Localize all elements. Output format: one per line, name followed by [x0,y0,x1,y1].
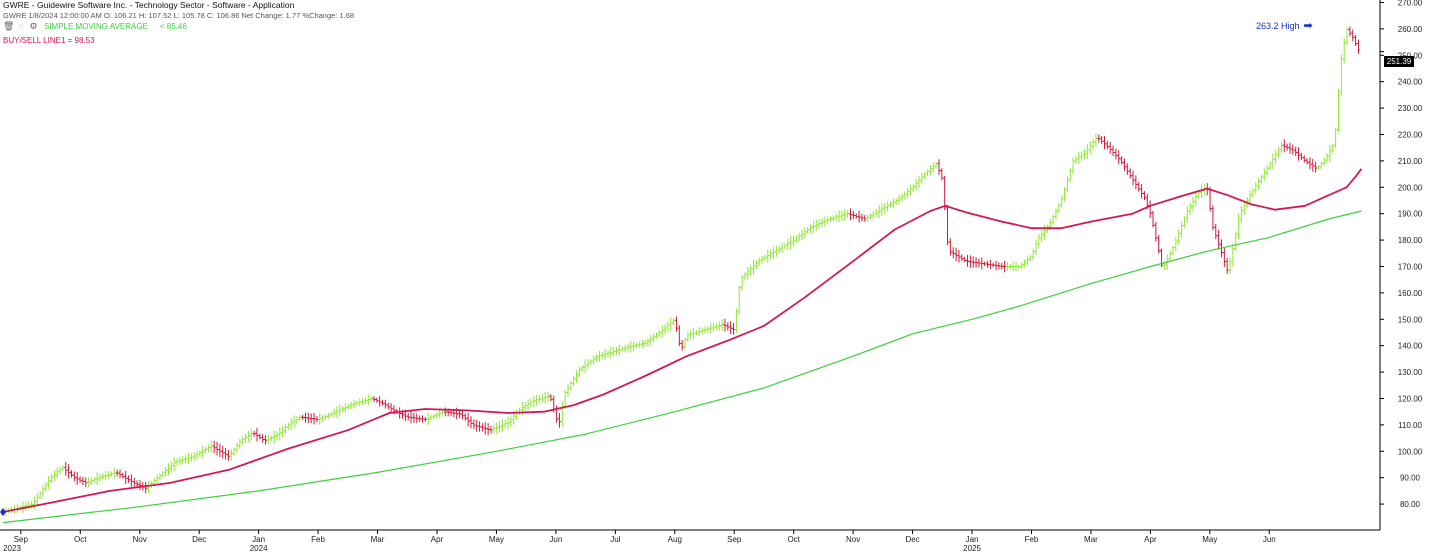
sma-line [2,210,1362,524]
y-tick-label: 90.00 [1400,474,1421,483]
x-tick-label: Oct [787,535,800,544]
x-year-label: 2023 [3,544,21,553]
x-tick-label: Jun [1263,535,1276,544]
indicator-toolbar: 🗑 ◌ ⚙ SIMPLE MOVING AVERAGE < 85.46 [3,21,187,32]
x-tick-label: Aug [668,535,682,544]
y-tick-label: 150.00 [1398,315,1423,324]
indicator-lines [0,168,1363,524]
x-tick-label: Nov [133,535,147,544]
y-tick-label: 270.00 [1398,0,1423,7]
y-tick-label: 100.00 [1398,447,1423,456]
x-tick-label: Jan [252,535,265,544]
axes: 80.00 90.00 100.00 110.00 120.00 130.00 140.00… [0,0,1423,553]
buysell-line [2,168,1363,513]
y-tick-label: 130.00 [1398,368,1423,377]
x-tick-label: Apr [1144,535,1157,544]
y-tick-label: 240.00 [1398,78,1423,87]
x-tick-label: Dec [192,535,206,544]
x-year-label: 2024 [250,544,268,553]
x-tick-label: Feb [311,535,325,544]
y-tick-label: 200.00 [1398,183,1423,192]
buysell-label: BUY/SELL LINE1 = 98.53 [3,36,95,45]
x-tick-label: Feb [1025,535,1039,544]
y-tick-label: 230.00 [1398,104,1423,113]
x-tick-label: Sep [727,535,742,544]
x-tick-label: Sep [14,535,29,544]
x-tick-label: Dec [905,535,919,544]
high-annotation-text: 263.2 High [1256,20,1300,31]
y-tick-label: 170.00 [1398,262,1423,271]
x-tick-label: Mar [371,535,385,544]
sma-label: SIMPLE MOVING AVERAGE [44,22,148,31]
eye-hidden-icon[interactable]: ◌ [17,21,24,31]
y-tick-label: 190.00 [1398,210,1423,219]
x-tick-label: Jan [966,535,979,544]
y-tick-label: 120.00 [1398,394,1423,403]
x-tick-label: Oct [74,535,87,544]
gear-icon[interactable]: ⚙ [29,21,38,31]
chart-title: GWRE - Guidewire Software Inc. - Technol… [3,0,295,10]
high-annotation: 263.2 High ➡ [1256,19,1313,32]
x-year-label: 2025 [963,544,981,553]
start-marker-icon [0,508,6,516]
x-tick-label: Apr [431,535,444,544]
y-tick-label: 260.00 [1398,25,1423,34]
x-tick-label: Nov [846,535,860,544]
x-tick-label: May [1202,535,1217,544]
y-tick-label: 210.00 [1398,157,1423,166]
y-tick-label: 80.00 [1400,500,1421,509]
y-tick-label: 220.00 [1398,130,1423,139]
trash-icon[interactable]: 🗑 [3,21,15,31]
last-price-label: 251.39 [1384,56,1414,67]
y-tick-label: 140.00 [1398,342,1423,351]
x-tick-label: Jun [549,535,562,544]
price-bars [1,26,1360,517]
x-tick-label: Mar [1084,535,1098,544]
arrow-right-icon: ➡ [1303,20,1313,32]
sma-value: < 85.46 [159,22,187,31]
x-tick-label: May [489,535,504,544]
y-tick-label: 110.00 [1398,421,1422,430]
y-tick-label: 180.00 [1398,236,1423,245]
y-tick-label: 250.00 [1398,51,1423,60]
bar-info: GWRE 1/8/2024 12:00:00 AM O: 106.21 H: 1… [3,11,355,20]
y-tick-label: 160.00 [1398,289,1423,298]
x-tick-label: Jul [610,535,620,544]
